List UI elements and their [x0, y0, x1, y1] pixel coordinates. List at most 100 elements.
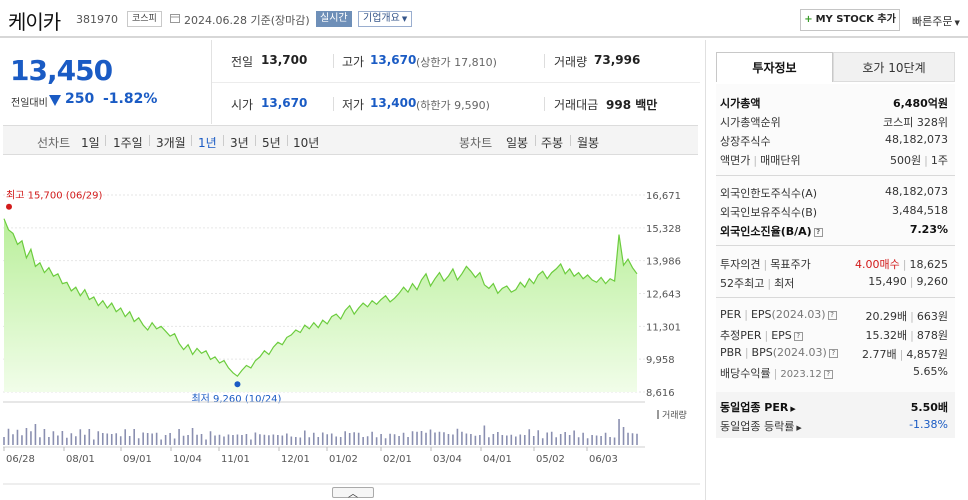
volume-bar [479, 435, 481, 445]
volume-bar [631, 433, 634, 445]
foreign-hold: 3,484,518 [892, 204, 948, 217]
volume-bar [541, 438, 544, 445]
x-tick-label: 11/01 [221, 454, 250, 465]
down-arrow-icon [49, 95, 61, 106]
tab-daily-candle[interactable]: 일봉 [506, 136, 529, 150]
w52-low-label: 최저 [774, 277, 795, 290]
tab-3y[interactable]: 3년 [230, 136, 249, 150]
volume-bar [272, 434, 275, 445]
volume-bar [187, 435, 189, 445]
volume-bar [160, 439, 162, 445]
volume-bar [456, 428, 459, 445]
tab-5y[interactable]: 5년 [262, 136, 281, 150]
tab-1d[interactable]: 1일 [81, 136, 100, 150]
volume-bar [591, 435, 593, 445]
chart-period-tabs: 선차트 1일 1주일 3개월 1년 3년 5년 10년 봉차트 일봉 주봉 월봉 [3, 125, 698, 155]
volume-bar [330, 433, 333, 445]
volume-bar [573, 430, 575, 445]
volume-bar [173, 438, 176, 445]
divider [223, 135, 224, 146]
tab-order-book[interactable]: 호가 10단계 [833, 52, 955, 82]
volume-bar [407, 437, 409, 445]
volume-bar [344, 431, 346, 445]
y-tick-label: 13,986 [646, 257, 681, 268]
trade-unit: 1주 [930, 154, 948, 167]
x-tick-label: 09/01 [123, 454, 152, 465]
x-axis: 06/28 08/01 09/01 10/04 11/01 12/01 01/02 02/01… [3, 447, 618, 465]
volume-bar [218, 434, 221, 445]
volume-bar [3, 437, 5, 445]
tab-1y[interactable]: 1년 [198, 136, 217, 150]
foreign-limit-row: 외국인한도주식수(A) 48,182,073 [720, 185, 948, 202]
volume-bar [137, 438, 140, 445]
amount-label: 거래대금 [554, 98, 599, 112]
mystock-add-button[interactable]: + MY STOCK 추가 [800, 9, 900, 31]
low-marker [234, 381, 241, 388]
per-date: (2024.03) [771, 308, 826, 321]
volume-bar [348, 433, 351, 445]
divider [535, 135, 536, 146]
volume-bar [97, 431, 100, 445]
company-info-dropdown[interactable]: 기업개요 ▼ [358, 11, 413, 27]
volume-bar [497, 432, 499, 445]
volume-bar [488, 437, 490, 445]
volume-bar [523, 435, 526, 445]
volume-bar [146, 433, 149, 445]
tab-monthly-candle[interactable]: 월봉 [577, 136, 600, 150]
help-icon[interactable]: ? [793, 332, 803, 341]
price-area [4, 218, 637, 392]
volume-bar [209, 431, 212, 445]
x-tick-label: 10/04 [173, 454, 202, 465]
triangle-right-icon[interactable]: ▶ [790, 405, 796, 413]
volume-bar [227, 434, 230, 445]
open-label: 시가 [231, 98, 254, 112]
help-icon[interactable]: ? [823, 370, 833, 379]
tab-10y[interactable]: 10년 [293, 136, 320, 150]
tab-1w[interactable]: 1주일 [113, 136, 143, 150]
help-icon[interactable]: ? [827, 311, 837, 320]
triangle-right-icon[interactable]: ▶ [796, 424, 802, 432]
base-date: 2024.06.28 기준(장마감) [184, 14, 310, 27]
x-tick-label: 06/28 [6, 454, 35, 465]
divider [716, 175, 955, 176]
price-chart[interactable]: 16,671 15,328 13,986 12,643 11,301 9,958 8,616… [0, 158, 700, 500]
volume-bar [312, 432, 315, 445]
shares-label: 상장주식수 [720, 135, 771, 148]
volume-bar [250, 439, 252, 445]
help-icon[interactable]: ? [828, 349, 838, 358]
bps-label: BPS [751, 346, 773, 359]
volume-bar [416, 431, 418, 445]
divider [149, 135, 150, 146]
eps: 663원 [916, 310, 948, 323]
volume-bar [366, 436, 369, 445]
pbr-row: PBR | BPS(2024.03)? 2.77배 | 4,857원 [720, 346, 948, 361]
help-icon[interactable]: ? [813, 228, 823, 237]
x-tick-label: 02/01 [383, 454, 412, 465]
live-button[interactable]: 실시간 [316, 11, 352, 27]
chevron-down-icon: ▼ [954, 19, 960, 27]
volume-bar [308, 437, 311, 445]
peer-rate: -1.38% [909, 418, 948, 431]
volume-bar [178, 429, 180, 445]
chart-collapse-button[interactable]: ︿ [332, 487, 374, 500]
y-tick-label: 16,671 [646, 191, 681, 202]
volume-bar [286, 433, 288, 445]
volume-bar [398, 436, 400, 445]
chevron-up-icon: ︿ [348, 489, 358, 500]
per: 20.29배 [865, 310, 908, 323]
volume-bar [205, 439, 207, 445]
amount: 998 백만 [606, 98, 658, 112]
tab-invest-info[interactable]: 투자정보 [716, 52, 833, 82]
line-chart-label: 선차트 [37, 136, 71, 150]
volume-bar [474, 435, 477, 445]
volume-bar [92, 439, 95, 445]
tab-3m[interactable]: 3개월 [156, 136, 186, 150]
volume-bar [277, 435, 279, 445]
volume-bar [618, 419, 620, 445]
volume-bar [200, 434, 203, 445]
volume-bar [555, 437, 557, 445]
divider [570, 135, 571, 146]
volume-bar [384, 438, 387, 445]
quick-order-link[interactable]: 빠른주문 ▼ [912, 13, 960, 29]
tab-weekly-candle[interactable]: 주봉 [541, 136, 564, 150]
